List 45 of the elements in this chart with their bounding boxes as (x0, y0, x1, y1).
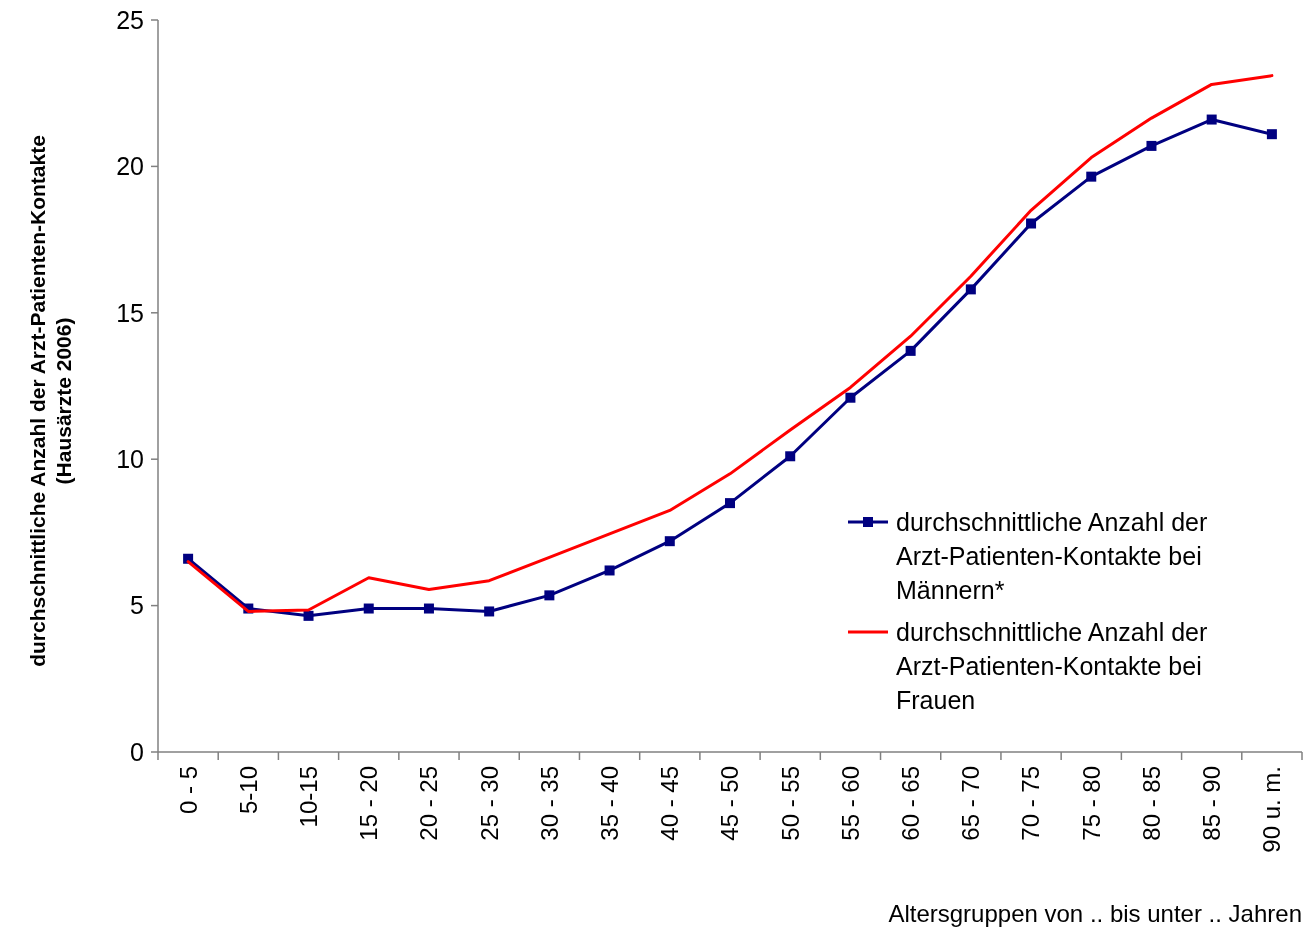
point (484, 606, 495, 617)
x-tick-label: 5-10 (234, 766, 262, 815)
point (905, 345, 916, 356)
y-tick-label: 10 (116, 444, 144, 473)
point (544, 590, 555, 601)
y-tick-label: 15 (116, 298, 144, 327)
point (965, 284, 976, 295)
x-tick-label: 65 - 70 (957, 766, 985, 841)
x-tick-label: 0 - 5 (174, 766, 202, 815)
legend-label: durchschnittliche Anzahl der Arzt-Patienten-Kontakte bei Frauen (896, 617, 1208, 714)
x-tick-label: 25 - 30 (475, 766, 503, 841)
x-tick-label: 60 - 65 (897, 766, 925, 841)
point (845, 392, 856, 403)
x-tick-label: 80 - 85 (1137, 766, 1165, 841)
x-tick-label: 30 - 35 (535, 766, 563, 841)
point (363, 603, 374, 614)
point (303, 610, 314, 621)
x-axis-title: Altersgruppen von .. bis unter .. Jahren (888, 900, 1302, 927)
point (423, 603, 434, 614)
point (1266, 129, 1277, 140)
point (785, 451, 796, 462)
y-tick-label: 20 (116, 152, 144, 181)
point (1026, 218, 1037, 229)
point (1086, 171, 1097, 182)
x-tick-label: 35 - 40 (595, 766, 623, 841)
point (664, 536, 675, 547)
x-tick-label: 40 - 45 (656, 766, 684, 841)
point (1206, 114, 1217, 125)
x-tick-label: 75 - 80 (1077, 766, 1105, 841)
x-tick-label: 55 - 60 (836, 766, 864, 841)
point (725, 498, 735, 509)
x-tick-label: 45 - 50 (716, 766, 744, 841)
x-tick-label: 15 - 20 (355, 766, 383, 841)
y-tick-label: 0 (130, 737, 144, 766)
x-tick-label: 20 - 25 (415, 766, 443, 841)
y-axis-title: durchschnittliche Anzahl der Arzt-Patienten-Kontakte (Hausärzte 2006) (26, 135, 75, 667)
x-tick-label: 10-15 (294, 766, 322, 828)
x-tick-label: 70 - 75 (1017, 766, 1045, 841)
y-tick-label: 25 (116, 5, 144, 34)
y-tick-label: 5 (130, 591, 144, 620)
x-tick-label: 90 u. m. (1258, 766, 1286, 853)
x-tick-label: 85 - 90 (1198, 766, 1226, 841)
x-tick-label: 50 - 55 (776, 766, 804, 841)
point (1146, 140, 1157, 151)
point (604, 565, 615, 576)
